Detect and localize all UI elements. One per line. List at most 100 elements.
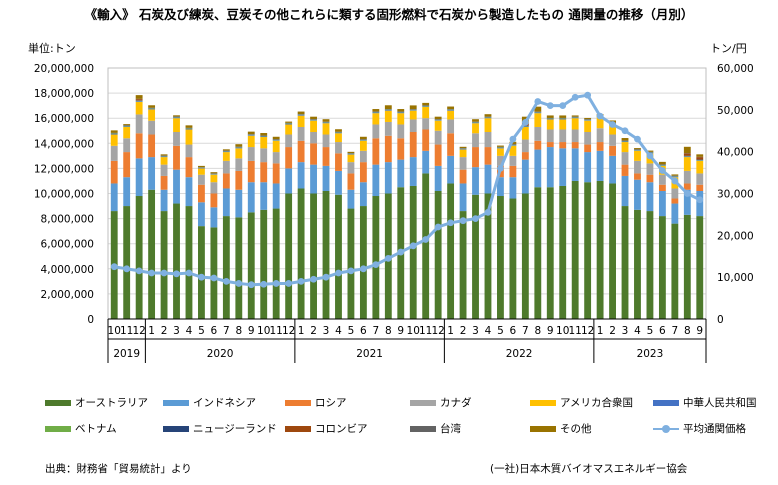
bar-usa xyxy=(484,118,492,133)
bar-indonesia xyxy=(310,164,317,194)
x-tick-label: 6 xyxy=(211,325,218,337)
price-point xyxy=(497,165,504,172)
bar-other xyxy=(335,129,342,132)
bar-usa xyxy=(534,113,542,127)
right-axis-unit: トン/円 xyxy=(710,42,747,55)
bar-china xyxy=(185,128,193,130)
bar-other xyxy=(621,138,629,141)
bar-china xyxy=(297,115,305,116)
price-point xyxy=(659,167,666,174)
bar-russia xyxy=(521,152,529,160)
bar-indonesia xyxy=(534,149,542,188)
bar-china xyxy=(372,112,380,114)
bar-other xyxy=(247,131,255,135)
bar-other xyxy=(160,154,168,156)
bar-indonesia xyxy=(135,158,143,197)
bar-russia xyxy=(459,169,467,184)
y2-tick-label: 0 xyxy=(717,314,724,326)
bar-australia xyxy=(621,206,629,319)
bar-other xyxy=(347,151,355,154)
bar-usa xyxy=(285,124,293,135)
bar-indonesia xyxy=(335,170,342,195)
price-point xyxy=(198,273,205,281)
bar-usa xyxy=(123,126,131,139)
bar-canada xyxy=(198,174,205,185)
year-label: 2021 xyxy=(356,348,383,360)
bar-usa xyxy=(397,113,405,125)
bar-russia xyxy=(335,153,342,171)
bar-indonesia xyxy=(210,207,218,228)
bar-canada xyxy=(222,160,230,174)
price-point xyxy=(222,277,230,285)
price-point xyxy=(472,215,479,223)
price-point xyxy=(422,236,430,243)
bar-other xyxy=(546,115,554,118)
x-tick-label: 3 xyxy=(173,325,180,337)
bar-australia xyxy=(571,180,579,319)
bar-australia xyxy=(173,203,180,319)
bar-canada xyxy=(584,132,592,145)
bar-russia xyxy=(559,142,567,149)
bar-usa xyxy=(210,174,218,183)
bar-indonesia xyxy=(459,183,467,212)
bar-russia xyxy=(447,133,455,156)
bar-china xyxy=(235,147,243,149)
bar-indonesia xyxy=(447,155,455,184)
bar-usa xyxy=(521,126,529,140)
bar-russia xyxy=(297,140,305,163)
bar-canada xyxy=(322,134,330,148)
x-tick-label: 1 xyxy=(298,325,305,337)
bar-australia xyxy=(235,217,243,319)
x-tick-label: 6 xyxy=(360,325,367,337)
bar-indonesia xyxy=(671,203,679,224)
bar-canada xyxy=(235,158,243,171)
bar-other xyxy=(447,106,455,110)
bar-australia xyxy=(472,194,479,319)
bar-indonesia xyxy=(148,157,156,190)
x-tick-label: 4 xyxy=(186,325,193,337)
price-point xyxy=(310,275,317,283)
bar-indonesia xyxy=(185,177,193,207)
bar-other xyxy=(671,174,679,176)
x-tick-label: 7 xyxy=(672,325,679,337)
source-note: 出典：財務省「貿易統計」より xyxy=(45,463,192,475)
bar-other xyxy=(696,154,704,157)
bar-indonesia xyxy=(484,164,492,194)
bar-russia xyxy=(384,135,392,163)
bar-other xyxy=(210,172,218,174)
bar-australia xyxy=(422,173,430,319)
bar-canada xyxy=(347,162,355,174)
bar-china xyxy=(634,150,641,151)
x-tick-label: 11 xyxy=(569,325,582,337)
bar-canada xyxy=(621,152,629,165)
bar-usa xyxy=(447,110,455,120)
bar-other xyxy=(359,136,367,140)
x-tick-label: 10 xyxy=(108,325,121,337)
bar-other xyxy=(683,146,691,154)
price-point xyxy=(546,102,554,110)
year-label: 2022 xyxy=(506,348,533,360)
bar-indonesia xyxy=(359,182,367,207)
bar-other xyxy=(135,95,143,99)
bar-indonesia xyxy=(472,167,479,195)
year-label: 2023 xyxy=(637,348,664,360)
y2-tick-label: 20,000 xyxy=(717,230,754,242)
bar-australia xyxy=(148,189,156,319)
x-tick-label: 4 xyxy=(335,325,342,337)
price-point xyxy=(534,98,542,105)
bar-russia xyxy=(210,193,218,208)
x-tick-label: 3 xyxy=(472,325,479,337)
bar-other xyxy=(584,117,592,120)
y2-tick-label: 60,000 xyxy=(717,63,754,75)
bar-canada xyxy=(272,152,280,164)
price-point xyxy=(335,269,342,277)
bar-other xyxy=(422,102,430,106)
price-point xyxy=(210,274,218,282)
x-tick-label: 8 xyxy=(235,325,242,337)
x-tick-label: 4 xyxy=(634,325,641,337)
x-tick-label: 12 xyxy=(581,325,594,337)
bar-other xyxy=(509,141,517,145)
bar-china xyxy=(696,160,704,161)
bar-china xyxy=(584,120,592,121)
price-point xyxy=(148,269,156,277)
